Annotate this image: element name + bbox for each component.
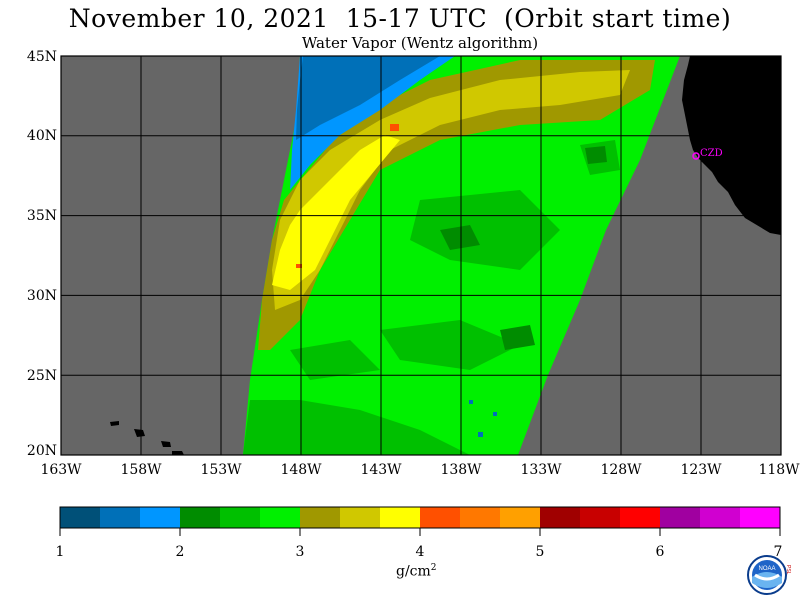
swath-blue-dot (493, 412, 497, 416)
colorbar-cell (660, 507, 701, 528)
lon-label: 148W (280, 462, 322, 478)
map-title: November 10, 2021 15-17 UTC (Orbit start… (68, 4, 732, 33)
colorbar-cell (380, 507, 421, 528)
latitude-labels: 45N 40N 35N 30N 25N 20N (27, 49, 57, 459)
longitude-labels: 163W 158W 153W 148W 143W 138W 133W 128W … (40, 462, 800, 478)
logo-text: NOAA (758, 566, 775, 572)
map-frame (60, 55, 782, 456)
colorbar-cell (60, 507, 101, 528)
colorbar-cell (740, 507, 781, 528)
lon-label: 153W (200, 462, 242, 478)
colorbar-cell (500, 507, 541, 528)
lon-label: 123W (680, 462, 722, 478)
colorbar (60, 507, 781, 528)
lat-label: 20N (27, 443, 57, 459)
swath-red-spot (296, 264, 302, 268)
lon-label: 138W (440, 462, 482, 478)
colorbar-tick-label: 3 (296, 544, 305, 560)
swath-olive-band (258, 60, 655, 350)
lat-label: 35N (27, 208, 57, 224)
swath-red-spot (390, 124, 399, 131)
lat-label: 30N (27, 288, 57, 304)
swath-mid-green (243, 140, 620, 455)
colorbar-tick-label: 7 (774, 544, 783, 560)
map-subtitle: Water Vapor (Wentz algorithm) (301, 34, 539, 52)
unit-base: g/cm (396, 563, 431, 580)
lon-label: 163W (40, 462, 82, 478)
logo-side-letters: PSL (785, 565, 791, 575)
noaa-logo: NOAA PSL (747, 555, 791, 595)
land-hawaii (110, 421, 184, 455)
colorbar-cell (620, 507, 661, 528)
lon-label: 128W (600, 462, 642, 478)
colorbar-cell (180, 507, 221, 528)
colorbar-cell (300, 507, 341, 528)
colorbar-tick-label: 6 (656, 544, 665, 560)
satellite-swath (61, 56, 781, 455)
colorbar-cell (340, 507, 381, 528)
swath-blue-dot (469, 400, 473, 404)
swath-dark-green (440, 146, 607, 350)
colorbar-tick-label: 5 (536, 544, 545, 560)
colorbar-cell (260, 507, 301, 528)
colorbar-ticks (59, 528, 781, 536)
lat-label: 40N (27, 128, 57, 144)
swath-blue-dot (478, 432, 483, 437)
colorbar-cell (420, 507, 461, 528)
lat-label: 25N (27, 368, 57, 384)
colorbar-cell (700, 507, 741, 528)
swath-mid-blue (296, 56, 440, 140)
lon-label: 133W (520, 462, 562, 478)
unit-exponent: 2 (430, 563, 437, 573)
colorbar-tick-labels: 1 2 3 4 5 6 7 (56, 544, 783, 560)
lon-label: 158W (120, 462, 162, 478)
land-north-america (682, 56, 781, 235)
colorbar-cell (540, 507, 581, 528)
lat-label: 45N (27, 49, 57, 65)
swath-yellow-core (272, 135, 400, 290)
colorbar-cell (140, 507, 181, 528)
map-grid (61, 56, 781, 455)
colorbar-tick-label: 1 (56, 544, 65, 560)
colorbar-cell (460, 507, 501, 528)
station-marker (692, 152, 700, 160)
colorbar-tick-label: 2 (176, 544, 185, 560)
lon-label: 143W (360, 462, 402, 478)
lon-label: 118W (758, 462, 800, 478)
colorbar-tick-label: 4 (416, 544, 425, 560)
colorbar-cell (100, 507, 141, 528)
colorbar-cell (220, 507, 261, 528)
colorbar-unit: g/cm2 (396, 563, 437, 580)
station-label: CZD (700, 148, 723, 159)
colorbar-cell (580, 507, 621, 528)
